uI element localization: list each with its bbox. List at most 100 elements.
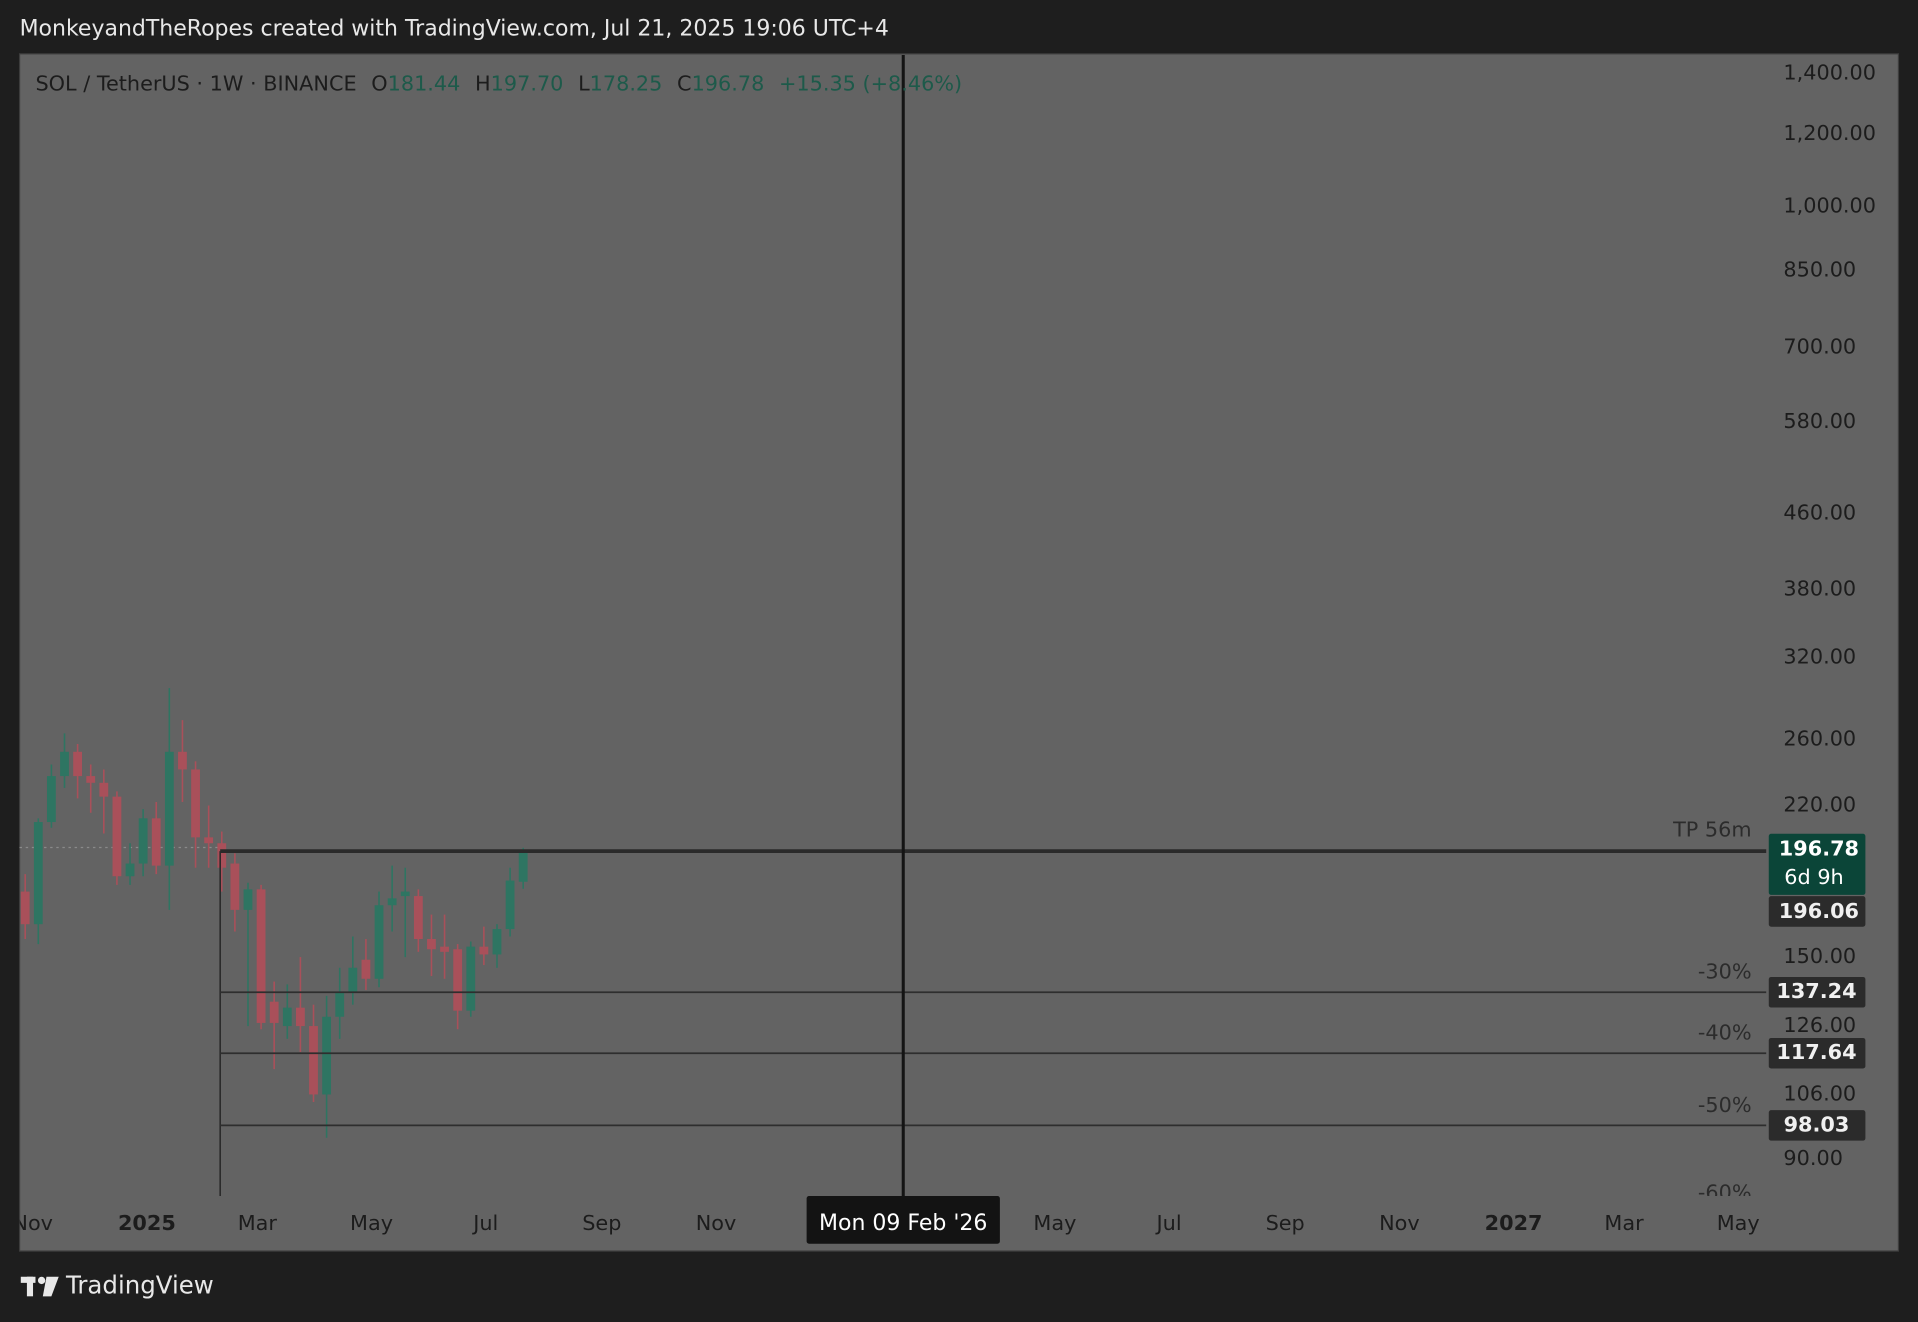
ohlc-name: C xyxy=(677,71,692,95)
candle-body xyxy=(348,967,358,993)
candle-body xyxy=(309,1026,318,1095)
symbol: SOL / TetherUS · 1W · BINANCE xyxy=(35,71,356,95)
level-label: -30% xyxy=(1698,960,1752,984)
candle-body xyxy=(151,818,161,866)
y-tick-label: 260.00 xyxy=(1783,726,1856,750)
candle-body xyxy=(518,849,528,882)
y-axis: 1,400.00 1,200.00 1,000.00 850.00 700.00 580.… xyxy=(1783,60,1876,1170)
x-axis: Nov 2025 Mar May Jul Sep Nov May Jul Sep Nov 2027 Ma… xyxy=(12,1211,1760,1235)
candle-body xyxy=(453,949,463,1011)
chart-panel xyxy=(18,53,1900,1252)
candle-body xyxy=(60,751,69,777)
x-tick-label: May xyxy=(350,1211,393,1235)
x-tick-label: May xyxy=(1033,1211,1076,1235)
candle-body xyxy=(99,782,109,797)
ohlc-name: O xyxy=(371,71,387,95)
candle-body xyxy=(243,889,253,910)
y-tick-label: 90.00 xyxy=(1783,1146,1843,1170)
x-tick-label: May xyxy=(1717,1211,1760,1235)
y-tick-label: 1,400.00 xyxy=(1783,60,1876,84)
brand-logo xyxy=(20,1276,59,1297)
candle-body xyxy=(492,929,502,955)
candle-body xyxy=(505,880,515,930)
candle-body xyxy=(46,776,56,823)
last-price: 196.78 xyxy=(1779,837,1859,861)
y-tick-label: 126.00 xyxy=(1783,1013,1856,1037)
candle-body xyxy=(466,946,476,1011)
candle-body xyxy=(191,769,200,838)
x-tick-label: Nov xyxy=(12,1211,53,1235)
y-tick-label: 380.00 xyxy=(1783,576,1856,600)
y-tick-label: 320.00 xyxy=(1783,644,1856,668)
x-tick-label: Jul xyxy=(471,1211,498,1235)
candle-body xyxy=(73,751,83,777)
candle-body xyxy=(269,1001,279,1023)
candle-body xyxy=(374,905,384,979)
candle-body xyxy=(33,822,43,925)
y-tick-label: 700.00 xyxy=(1783,335,1856,359)
candle-body xyxy=(413,896,423,940)
y-tick-label: 1,000.00 xyxy=(1783,193,1876,217)
ohlc-name: H xyxy=(475,71,491,95)
level-price: 98.03 xyxy=(1784,1112,1850,1136)
ohlc-value: 197.70 xyxy=(491,71,564,95)
level-price-box xyxy=(1768,1110,1866,1141)
candle-body xyxy=(295,1007,305,1027)
candle-body xyxy=(204,837,214,844)
crosshair-label-box xyxy=(806,1196,1000,1244)
candle-body xyxy=(125,863,135,877)
candle-body xyxy=(335,992,345,1017)
candle-body xyxy=(256,889,266,1023)
level-label: -50% xyxy=(1698,1093,1752,1117)
x-tick-label: 2025 xyxy=(118,1211,176,1235)
y-tick-label: 850.00 xyxy=(1783,258,1856,282)
y-tick-label: 580.00 xyxy=(1783,409,1856,433)
level-price: 137.24 xyxy=(1776,979,1856,1003)
x-tick-label: Mar xyxy=(1604,1211,1644,1235)
candle-body xyxy=(164,751,174,866)
x-tick-label: Nov xyxy=(696,1211,737,1235)
brand: TradingView xyxy=(65,1271,214,1300)
candle-body xyxy=(86,776,96,783)
header: MonkeyandTheRopes created with TradingVi… xyxy=(20,16,889,41)
candle-body xyxy=(387,898,397,906)
level-price-box xyxy=(1768,976,1866,1008)
cut-level-label: -60% xyxy=(1698,1181,1752,1205)
legend: SOL / TetherUS · 1W · BINANCE O181.44 H197… xyxy=(35,71,962,95)
x-tick-label: Sep xyxy=(582,1211,621,1235)
candle-body xyxy=(282,1007,292,1027)
y-tick-label: 1,200.00 xyxy=(1783,121,1876,145)
candle-body xyxy=(400,891,410,897)
level-label: -40% xyxy=(1698,1021,1752,1045)
crosshair-label: Mon 09 Feb '26 xyxy=(819,1211,987,1236)
overlays: 137.24 117.64 98.03 Mon 09 Feb '26 196.78 6d … xyxy=(806,55,1866,1244)
candle-body xyxy=(322,1016,332,1095)
plot-area: TP 56m -30% -40% -50% -60% xyxy=(19,688,1767,1205)
x-tick-label: Mar xyxy=(238,1211,278,1235)
y-tick-label: 150.00 xyxy=(1783,944,1856,968)
change: +15.35 (+8.46%) xyxy=(779,71,962,95)
x-tick-label: Jul xyxy=(1155,1211,1182,1235)
y-tick-label: 460.00 xyxy=(1783,501,1856,525)
ohlc-value: 181.44 xyxy=(388,71,461,95)
x-tick-label: Nov xyxy=(1379,1211,1420,1235)
base-level-label: TP 56m xyxy=(1672,817,1752,841)
last-price-box xyxy=(1768,833,1866,895)
base-price: 196.06 xyxy=(1779,899,1859,923)
candle-body xyxy=(20,891,30,925)
x-tick-label: 2027 xyxy=(1485,1211,1543,1235)
x-tick-label: Sep xyxy=(1266,1211,1305,1235)
candle-body xyxy=(217,843,227,868)
ohlc-value: 196.78 xyxy=(692,71,765,95)
candle-body xyxy=(138,818,148,864)
level-price: 117.64 xyxy=(1776,1040,1856,1064)
candle-body xyxy=(427,939,436,950)
candle-body xyxy=(479,946,489,955)
base-price-box xyxy=(1768,896,1866,927)
ohlc-name: L xyxy=(578,71,590,95)
candle-body xyxy=(178,751,187,770)
level-price-box xyxy=(1768,1037,1866,1069)
y-tick-label: 106.00 xyxy=(1783,1081,1856,1105)
